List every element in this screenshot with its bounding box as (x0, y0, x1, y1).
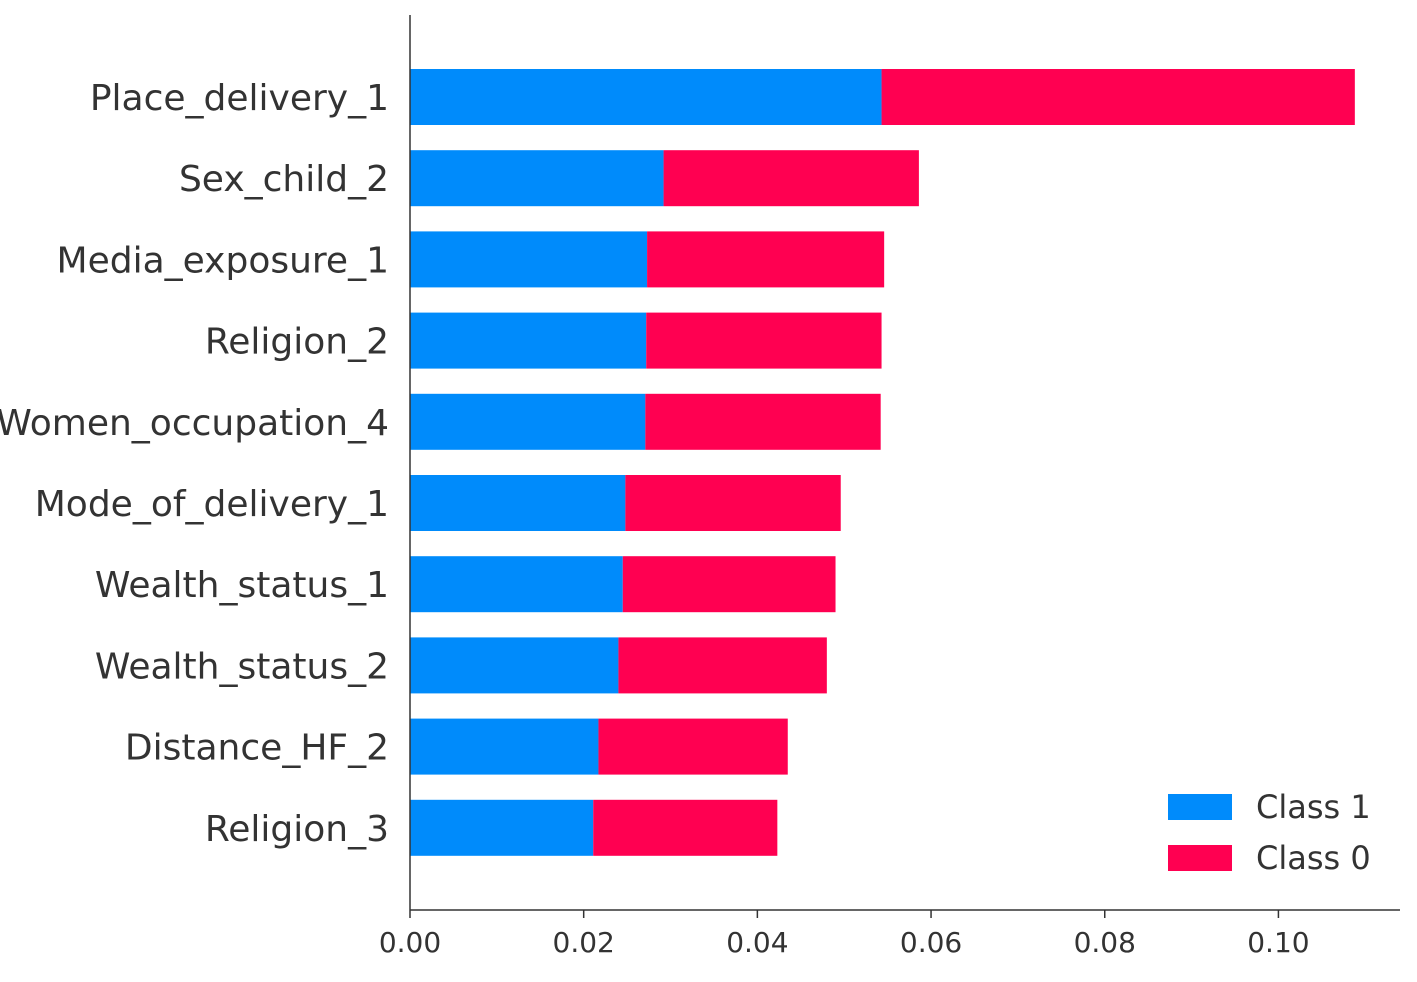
category-label-6: Wealth_status_1 (95, 565, 389, 606)
bar-class-1-1 (410, 150, 664, 207)
bar-class-0-0 (881, 69, 1355, 125)
legend-swatch-class-0 (1168, 845, 1232, 871)
bar-class-0-9 (593, 799, 778, 856)
bar-class-0-5 (625, 475, 841, 531)
bars-group (410, 69, 1355, 856)
bar-class-0-4 (645, 393, 881, 450)
bar-class-1-9 (410, 799, 594, 856)
category-label-7: Wealth_status_2 (95, 646, 389, 687)
x-tick-label-3: 0.06 (900, 926, 962, 959)
x-tick-label-2: 0.04 (726, 926, 788, 959)
category-label-9: Religion_3 (205, 809, 389, 850)
category-label-1: Sex_child_2 (179, 159, 389, 200)
bar-class-1-4 (410, 393, 646, 450)
category-labels: Place_delivery_1 Sex_child_2 Media_exposur… (0, 78, 389, 850)
bar-class-1-8 (410, 718, 599, 775)
bar-class-1-0 (410, 69, 882, 125)
x-ticks: 0.00 0.02 0.04 0.06 0.08 0.10 (379, 910, 1310, 959)
bar-class-1-3 (410, 312, 647, 369)
legend: Class 1 Class 0 (1168, 788, 1371, 877)
category-label-2: Media_exposure_1 (57, 240, 389, 281)
category-label-4: Women_occupation_4 (0, 403, 389, 444)
x-tick-label-1: 0.02 (553, 926, 615, 959)
x-tick-label-4: 0.08 (1074, 926, 1136, 959)
category-label-3: Religion_2 (205, 322, 389, 363)
bar-class-1-5 (410, 475, 626, 531)
bar-class-1-7 (410, 637, 619, 694)
bar-class-0-3 (646, 312, 882, 369)
bar-class-0-7 (618, 637, 827, 694)
category-label-5: Mode_of_delivery_1 (35, 484, 389, 525)
category-label-8: Distance_HF_2 (125, 728, 389, 769)
category-label-0: Place_delivery_1 (90, 78, 389, 119)
legend-swatch-class-1 (1168, 794, 1232, 820)
bar-class-0-1 (663, 150, 919, 207)
bar-class-1-6 (410, 556, 623, 613)
legend-label-class-1: Class 1 (1256, 788, 1371, 826)
bar-class-0-8 (598, 718, 788, 775)
bar-class-0-6 (622, 556, 836, 613)
x-tick-label-5: 0.10 (1247, 926, 1309, 959)
legend-label-class-0: Class 0 (1256, 839, 1371, 877)
x-tick-label-0: 0.00 (379, 926, 441, 959)
bar-class-1-2 (410, 231, 648, 288)
bar-class-0-2 (647, 231, 885, 288)
